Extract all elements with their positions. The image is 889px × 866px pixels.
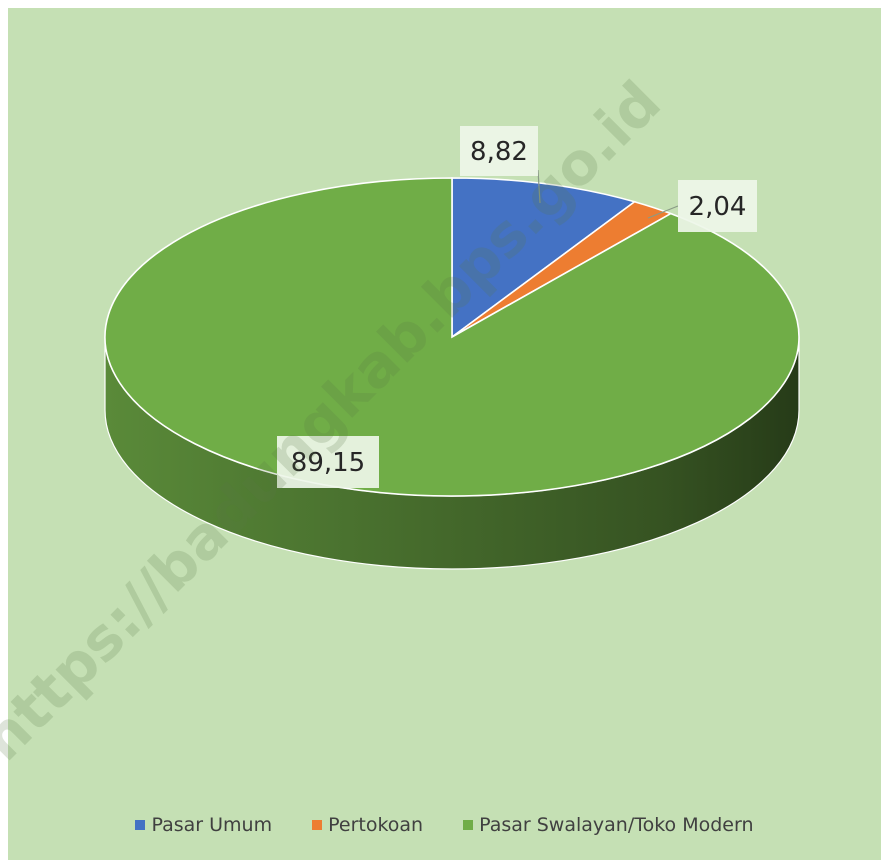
legend-swatch-pertokoan — [312, 820, 323, 830]
leader-line — [537, 169, 541, 204]
data-label-box — [678, 180, 757, 232]
legend: Pasar Umum Pertokoan Pasar Swalayan/Toko… — [0, 814, 889, 836]
legend-swatch-pasar-swalayan — [463, 820, 474, 830]
data-label-pasar-swalayan: 89,15 — [291, 448, 365, 478]
legend-item-pasar-umum: Pasar Umum — [135, 814, 272, 836]
chart-area: 8,82 2,04 89,15 — [8, 8, 881, 860]
legend-item-pasar-swalayan: Pasar Swalayan/Toko Modern — [463, 814, 754, 836]
legend-item-pertokoan: Pertokoan — [312, 814, 423, 836]
data-label-pertokoan: 2,04 — [689, 192, 747, 222]
leader-line — [647, 205, 679, 219]
legend-swatch-pasar-umum — [135, 820, 146, 830]
data-label-pasar-umum: 8,82 — [470, 137, 528, 167]
data-label-box — [460, 126, 538, 176]
legend-label-pasar-swalayan: Pasar Swalayan/Toko Modern — [479, 814, 754, 836]
pie-slice-pasar-umum — [451, 177, 637, 339]
legend-label-pasar-umum: Pasar Umum — [151, 814, 273, 836]
pie-chart: 8,82 2,04 89,15 — [104, 126, 800, 570]
legend-label-pertokoan: Pertokoan — [328, 814, 424, 836]
data-label-box — [277, 436, 379, 488]
